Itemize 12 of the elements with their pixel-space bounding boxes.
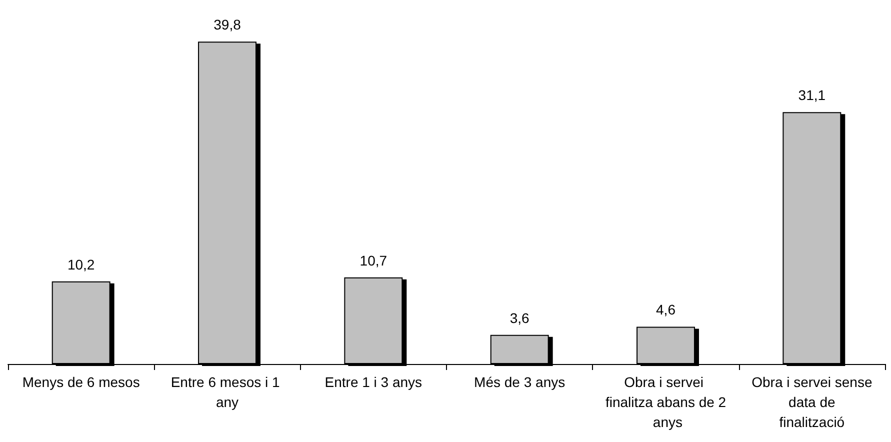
- data-label: 4,6: [656, 302, 676, 318]
- data-label: 31,1: [798, 87, 826, 104]
- data-label: 10,7: [360, 252, 388, 268]
- data-label: 3,6: [510, 310, 530, 326]
- data-label: 39,8: [214, 16, 242, 33]
- x-tick-label: Menys de 6 mesos: [22, 374, 140, 390]
- x-tick-label: Entre 1 i 3 anys: [324, 374, 422, 390]
- x-tick-label: Més de 3 anys: [474, 374, 566, 390]
- x-tick-label: Entre 6 mesos i 1 any: [170, 374, 284, 410]
- data-label: 10,2: [67, 256, 95, 272]
- x-tick-label: Obra i servei finalitza abans de 2 anys: [605, 374, 726, 430]
- x-tick-label: Obra i servei sense data de finalització: [752, 374, 872, 430]
